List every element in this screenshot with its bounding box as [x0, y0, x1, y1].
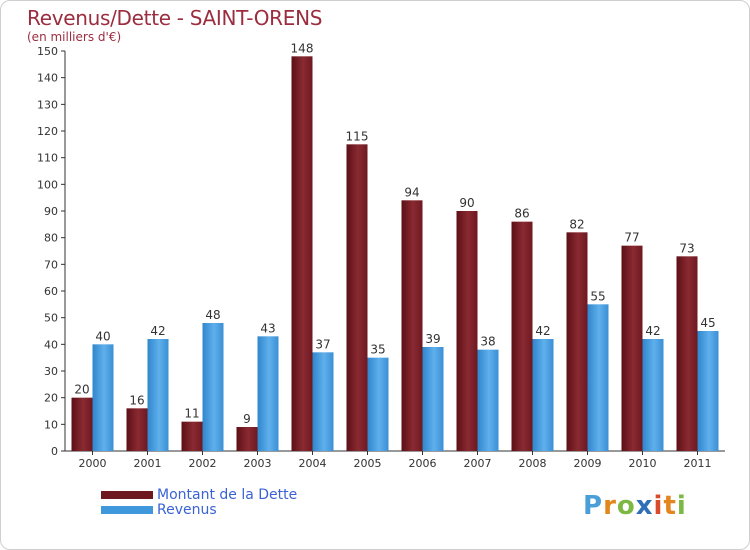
y-tick-label: 0: [51, 445, 58, 458]
bar-revenus: [312, 352, 334, 451]
y-tick-label: 60: [44, 285, 58, 298]
data-label-revenus: 42: [535, 324, 550, 338]
data-label-dette: 82: [569, 217, 584, 231]
x-tick-label: 2010: [629, 457, 657, 470]
y-tick-label: 100: [37, 178, 58, 191]
bar-dette: [126, 408, 148, 451]
data-label-dette: 94: [404, 185, 419, 199]
x-tick-label: 2000: [79, 457, 107, 470]
data-label-dette: 77: [624, 231, 639, 245]
y-tick-label: 90: [44, 205, 58, 218]
x-tick-label: 2003: [244, 457, 272, 470]
data-label-revenus: 39: [425, 332, 440, 346]
data-label-dette: 148: [291, 41, 314, 55]
data-label-dette: 115: [346, 129, 369, 143]
legend-label-dette: Montant de la Dette: [157, 487, 298, 503]
bar-dette: [511, 221, 533, 451]
legend-item-dette: Montant de la Dette: [101, 487, 297, 503]
y-tick-label: 80: [44, 232, 58, 245]
bar-revenus: [202, 323, 224, 451]
data-label-revenus: 48: [205, 308, 220, 322]
x-tick-label: 2002: [189, 457, 217, 470]
x-tick-label: 2011: [684, 457, 712, 470]
data-label-revenus: 37: [315, 337, 330, 351]
data-label-dette: 20: [74, 383, 89, 397]
y-tick-label: 130: [37, 98, 58, 111]
bar-dette: [291, 56, 313, 451]
logo-letter: P: [583, 491, 604, 521]
bar-dette: [621, 245, 643, 451]
bar-dette: [181, 421, 203, 451]
data-label-dette: 73: [679, 241, 694, 255]
data-label-revenus: 43: [260, 321, 275, 335]
bar-dette: [71, 397, 93, 451]
y-tick-label: 150: [37, 45, 58, 58]
bar-revenus: [92, 344, 114, 451]
bar-revenus: [642, 339, 664, 451]
logo-letter: i: [676, 491, 687, 521]
bar-revenus: [257, 336, 279, 451]
bar-dette: [566, 232, 588, 451]
logo-letter: o: [616, 491, 636, 521]
data-label-dette: 90: [459, 196, 474, 210]
bar-revenus: [532, 339, 554, 451]
bar-dette: [236, 427, 258, 451]
bar-revenus: [367, 357, 389, 451]
x-tick-label: 2008: [519, 457, 547, 470]
y-tick-label: 30: [44, 365, 58, 378]
data-label-revenus: 55: [590, 289, 605, 303]
y-tick-label: 40: [44, 338, 58, 351]
bar-revenus: [477, 349, 499, 451]
y-tick-label: 120: [37, 125, 58, 138]
x-tick-label: 2009: [574, 457, 602, 470]
bar-revenus: [147, 339, 169, 451]
y-tick-label: 70: [44, 258, 58, 271]
y-tick-label: 50: [44, 312, 58, 325]
bar-dette: [401, 200, 423, 451]
x-tick-label: 2007: [464, 457, 492, 470]
legend-item-revenus: Revenus: [101, 502, 217, 518]
legend-swatch-revenus: [101, 506, 153, 514]
bar-dette: [456, 211, 478, 451]
x-tick-label: 2001: [134, 457, 162, 470]
legend-swatch-dette: [101, 491, 153, 499]
y-tick-label: 20: [44, 392, 58, 405]
chart-subtitle: (en milliers d'€): [27, 30, 122, 44]
data-label-dette: 11: [184, 407, 199, 421]
data-label-revenus: 35: [370, 343, 385, 357]
logo-letter: x: [635, 491, 654, 521]
x-tick-label: 2004: [299, 457, 327, 470]
logo-letter: i: [653, 491, 664, 521]
logo-letter: r: [603, 491, 617, 521]
data-label-revenus: 40: [95, 329, 110, 343]
chart-title: Revenus/Dette - SAINT-ORENS: [27, 6, 323, 30]
data-label-revenus: 42: [645, 324, 660, 338]
y-tick-label: 110: [37, 152, 58, 165]
data-label-dette: 16: [129, 393, 144, 407]
y-tick-label: 140: [37, 72, 58, 85]
x-tick-label: 2006: [409, 457, 437, 470]
bar-revenus: [422, 347, 444, 451]
data-label-revenus: 38: [480, 335, 495, 349]
logo-letter: t: [663, 491, 677, 521]
legend-label-revenus: Revenus: [157, 502, 217, 518]
bar-revenus: [697, 331, 719, 451]
y-tick-label: 10: [44, 418, 58, 431]
bar-revenus: [587, 304, 609, 451]
bar-dette: [676, 256, 698, 451]
x-tick-label: 2005: [354, 457, 382, 470]
proxiti-logo: Proxiti: [583, 491, 687, 521]
data-label-revenus: 45: [700, 316, 715, 330]
data-label-dette: 9: [243, 412, 251, 426]
data-label-dette: 86: [514, 207, 529, 221]
data-label-revenus: 42: [150, 324, 165, 338]
bar-dette: [346, 144, 368, 452]
